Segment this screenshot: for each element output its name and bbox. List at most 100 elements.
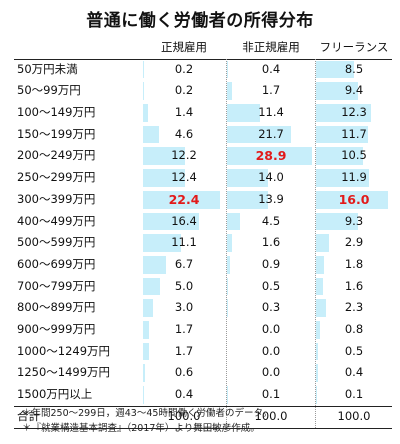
regular-value: 22.4 xyxy=(168,191,200,207)
nonregular-bar xyxy=(227,212,241,231)
nonregular-value: 0.3 xyxy=(261,300,281,315)
table-row: 250〜299万円 12.4 14.0 11.9 xyxy=(14,167,392,189)
regular-bar xyxy=(143,234,181,252)
freelance-bar xyxy=(316,190,388,209)
header-freelance: フリーランス xyxy=(319,40,389,54)
table-bottom-line xyxy=(14,427,392,429)
regular-cell: 0.4 xyxy=(143,384,225,406)
freelance-cell: 1.6 xyxy=(316,276,392,298)
regular-bar xyxy=(143,255,166,274)
total-row: 合計 100.0 100.0 100.0 xyxy=(14,406,392,428)
freelance-bar xyxy=(316,212,358,231)
freelance-bar xyxy=(316,82,359,101)
income-bracket-label: 100〜149万円 xyxy=(17,105,96,120)
regular-cell: 1.7 xyxy=(143,319,225,341)
income-bracket-label: 50万円未満 xyxy=(17,61,78,76)
regular-bar xyxy=(143,342,149,361)
regular-bar xyxy=(143,364,146,382)
nonregular-value: 1.6 xyxy=(261,235,281,250)
table-row: 1000〜1249万円 1.7 0.0 0.5 xyxy=(14,341,392,363)
regular-value: 4.6 xyxy=(174,126,194,141)
freelance-cell: 0.5 xyxy=(316,341,392,363)
income-bracket-label: 200〜249万円 xyxy=(17,148,96,163)
freelance-cell: 2.3 xyxy=(316,297,392,319)
freelance-bar xyxy=(316,320,320,339)
total-label: 合計 xyxy=(17,408,40,423)
footnote-conditions: ＊年間250〜299日，週43〜45時間働く労働者のデータ。 xyxy=(22,408,273,419)
nonregular-bar xyxy=(227,255,230,274)
nonregular-cell: 1.6 xyxy=(227,232,315,254)
freelance-bar xyxy=(316,234,329,252)
nonregular-bar xyxy=(227,82,232,101)
nonregular-cell: 0.9 xyxy=(227,254,315,276)
freelance-bar xyxy=(316,364,318,382)
nonregular-value: 0.9 xyxy=(261,256,281,271)
page-title: 普通に働く労働者の所得分布 xyxy=(86,11,314,31)
regular-cell: 3.0 xyxy=(143,297,225,319)
nonregular-value: 0.0 xyxy=(261,343,281,358)
regular-value: 3.0 xyxy=(174,300,194,315)
nonregular-value: 1.7 xyxy=(261,83,281,98)
regular-cell: 0.6 xyxy=(143,362,225,384)
regular-bar xyxy=(143,60,144,79)
regular-value: 1.7 xyxy=(174,343,194,358)
freelance-value: 10.5 xyxy=(341,148,367,163)
freelance-value: 1.8 xyxy=(344,256,364,271)
table-row: 1250〜1499万円 0.6 0.0 0.4 xyxy=(14,362,392,384)
footnotes: ＊年間250〜299日，週43〜45時間働く労働者のデータ。 ＊『就業構造基本調… xyxy=(22,406,272,436)
freelance-bar xyxy=(316,60,354,79)
regular-value: 0.2 xyxy=(174,61,194,76)
freelance-cell: 16.0 xyxy=(316,189,392,211)
freelance-cell: 9.3 xyxy=(316,211,392,233)
income-bracket-label: 1250〜1499万円 xyxy=(17,365,111,380)
nonregular-bar xyxy=(227,299,228,317)
nonregular-bar xyxy=(227,60,229,79)
table-row: 600〜699万円 6.7 0.9 1.8 xyxy=(14,254,392,276)
table-row: 800〜899万円 3.0 0.3 2.3 xyxy=(14,297,392,319)
freelance-cell: 0.1 xyxy=(316,384,392,406)
total-divider xyxy=(14,405,392,407)
freelance-value: 2.3 xyxy=(344,300,364,315)
regular-value: 1.7 xyxy=(174,321,194,336)
regular-bar xyxy=(143,386,145,404)
regular-cell: 16.4 xyxy=(143,211,225,233)
income-bracket-label: 50〜99万円 xyxy=(17,83,81,98)
freelance-value: 1.6 xyxy=(344,278,364,293)
freelance-cell: 11.7 xyxy=(316,124,392,146)
table-row: 400〜499万円 16.4 4.5 9.3 xyxy=(14,211,392,233)
regular-value: 0.6 xyxy=(174,365,194,380)
freelance-bar xyxy=(316,255,325,274)
table-row: 700〜799万円 5.0 0.5 1.6 xyxy=(14,276,392,298)
regular-cell: 4.6 xyxy=(143,124,225,146)
income-bracket-label: 1500万円以上 xyxy=(17,387,93,401)
income-bracket-label: 500〜599万円 xyxy=(17,235,96,250)
regular-cell: 22.4 xyxy=(143,189,225,211)
nonregular-cell: 11.4 xyxy=(227,102,315,124)
income-bracket-label: 900〜999万円 xyxy=(17,321,96,336)
nonregular-value: 11.4 xyxy=(258,105,284,120)
nonregular-value: 0.1 xyxy=(261,387,281,401)
regular-cell: 6.7 xyxy=(143,254,225,276)
nonregular-bar xyxy=(227,190,268,209)
table-row: 100〜149万円 1.4 11.4 12.3 xyxy=(14,102,392,124)
regular-bar xyxy=(143,147,185,166)
regular-cell: 11.1 xyxy=(143,232,225,254)
nonregular-bar xyxy=(227,125,291,144)
regular-bar xyxy=(143,212,200,231)
freelance-cell: 9.4 xyxy=(316,80,392,102)
nonregular-value: 21.7 xyxy=(258,126,284,141)
regular-bar xyxy=(143,277,161,296)
income-bracket-label: 600〜699万円 xyxy=(17,256,96,271)
nonregular-bar xyxy=(227,234,232,252)
nonregular-cell: 1.7 xyxy=(227,80,315,102)
regular-bar xyxy=(143,104,148,122)
freelance-bar xyxy=(316,342,319,361)
income-bracket-label: 800〜899万円 xyxy=(17,300,96,315)
income-bracket-label: 700〜799万円 xyxy=(17,278,96,293)
freelance-cell: 11.9 xyxy=(316,167,392,189)
freelance-bar xyxy=(316,125,369,144)
table-row: 200〜249万円 12.2 28.9 10.5 xyxy=(14,145,392,167)
regular-bar xyxy=(143,190,220,209)
freelance-cell: 8.5 xyxy=(316,59,392,81)
nonregular-cell: 4.5 xyxy=(227,211,315,233)
